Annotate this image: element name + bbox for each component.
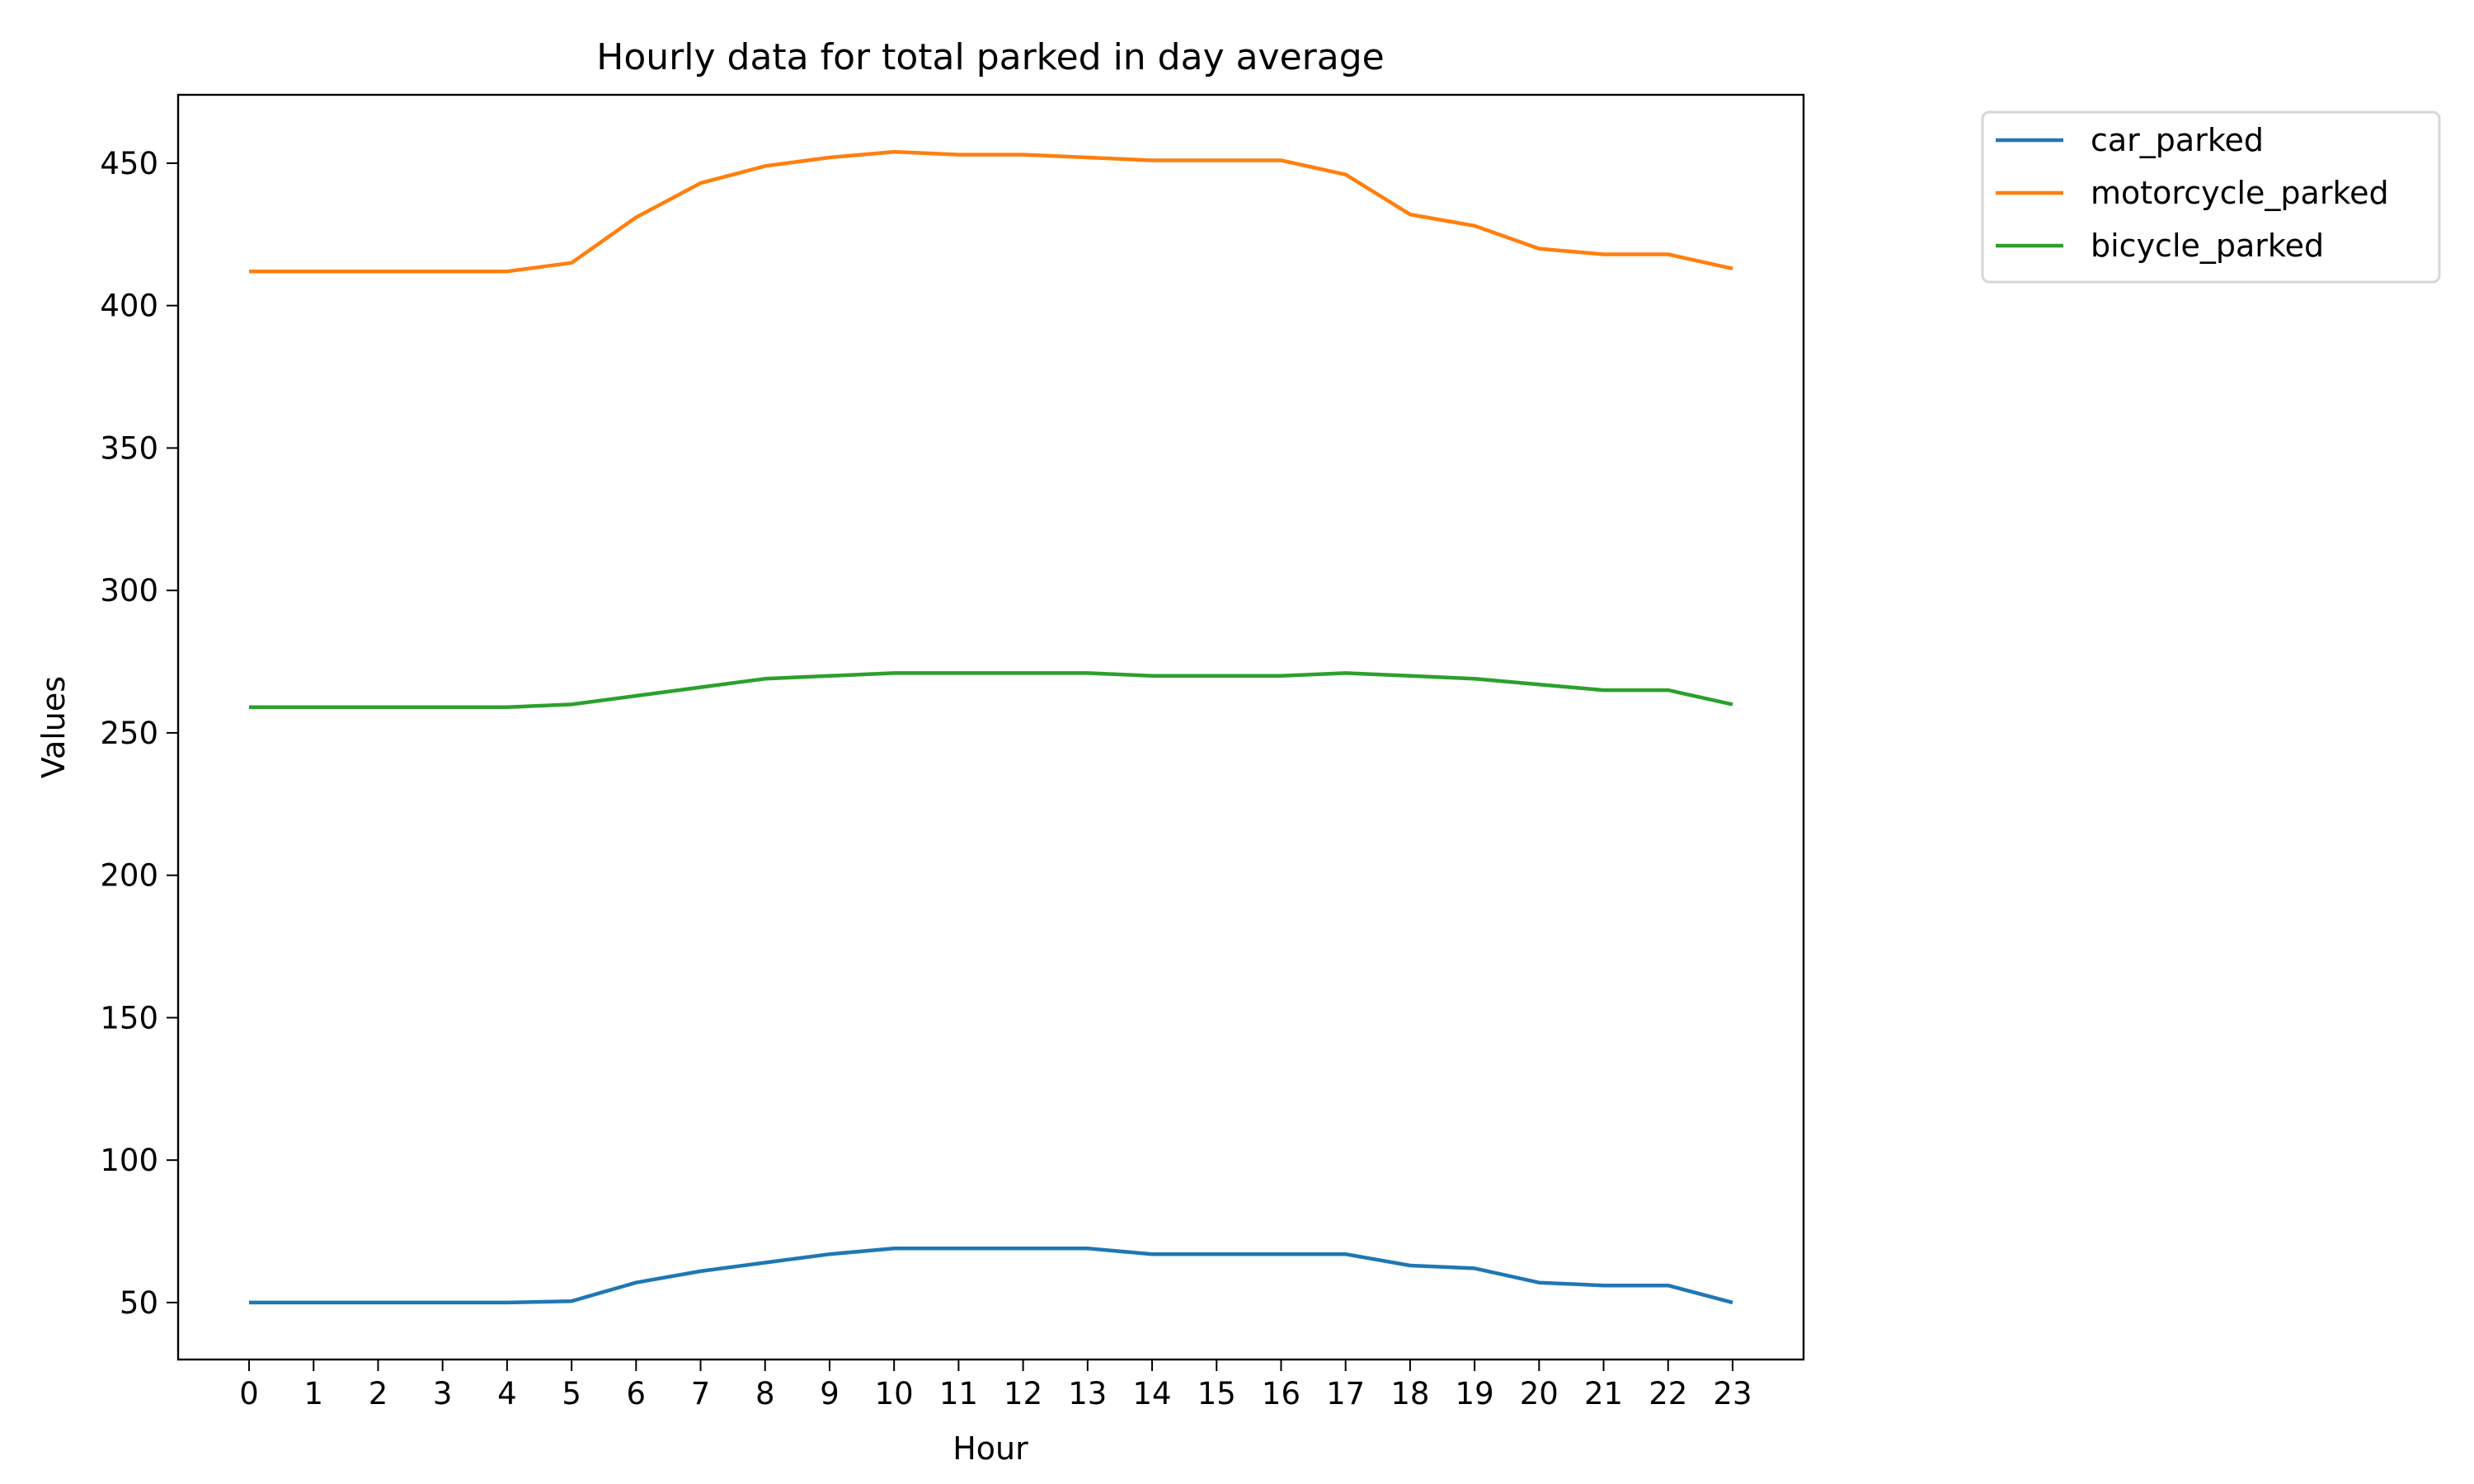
y-tick-label: 250	[100, 716, 158, 751]
y-tick-label: 150	[100, 1000, 158, 1036]
y-tick-label: 100	[100, 1143, 158, 1178]
axes-frame	[176, 93, 1805, 1361]
legend-label-bicycle_parked: bicycle_parked	[2091, 228, 2324, 264]
series-line-bicycle_parked	[249, 671, 1733, 710]
x-tick-label: 11	[939, 1376, 978, 1411]
plot-area	[249, 149, 1733, 1305]
y-axis-label: Values	[35, 676, 72, 778]
y-tick-label: 200	[100, 858, 158, 894]
x-tick-label: 3	[433, 1376, 453, 1411]
x-tick-label: 20	[1520, 1376, 1559, 1411]
x-tick-label: 16	[1262, 1376, 1300, 1411]
x-tick-label: 8	[755, 1376, 775, 1411]
x-tick-label: 4	[497, 1376, 517, 1411]
y-tick-label: 50	[120, 1285, 158, 1321]
series-line-motorcycle_parked	[249, 149, 1733, 274]
legend-box	[1981, 110, 2441, 284]
x-tick-label: 14	[1132, 1376, 1171, 1411]
legend-label-car_parked: car_parked	[2091, 122, 2264, 158]
x-tick-label: 12	[1004, 1376, 1042, 1411]
x-axis: 0 1 2 3 4 5 6 7 8 9 10 11 12 13 14 15 16 17 18 19 20 21 22 23	[239, 1360, 1752, 1411]
x-tick-label: 22	[1649, 1376, 1687, 1411]
x-tick-label: 17	[1326, 1376, 1365, 1411]
x-tick-label: 9	[820, 1376, 840, 1411]
y-tick-label: 400	[100, 289, 158, 324]
x-tick-label: 10	[875, 1376, 914, 1411]
x-tick-label: 1	[303, 1376, 323, 1411]
x-tick-label: 7	[691, 1376, 711, 1411]
x-tick-label: 23	[1713, 1376, 1752, 1411]
chart-title: Hourly data for total parked in day aver…	[596, 36, 1384, 78]
x-tick-label: 15	[1197, 1376, 1236, 1411]
x-tick-label: 21	[1584, 1376, 1623, 1411]
y-tick-label: 450	[100, 146, 158, 181]
x-tick-label: 19	[1456, 1376, 1494, 1411]
y-axis: 50 100 150 200 250 300 350 400 450	[100, 146, 178, 1321]
x-tick-label: 18	[1390, 1376, 1429, 1411]
series-line-car_parked	[249, 1247, 1733, 1305]
x-tick-label: 5	[562, 1376, 581, 1411]
legend: car_parked motorcycle_parked bicycle_parke…	[1981, 110, 2441, 284]
x-axis-label: Hour	[952, 1430, 1028, 1467]
legend-label-motorcycle_parked: motorcycle_parked	[2091, 175, 2389, 211]
x-tick-label: 0	[239, 1376, 259, 1411]
x-tick-label: 13	[1068, 1376, 1107, 1411]
y-tick-label: 300	[100, 573, 158, 608]
x-tick-label: 6	[627, 1376, 647, 1411]
x-tick-label: 2	[369, 1376, 388, 1411]
y-tick-label: 350	[100, 430, 158, 466]
